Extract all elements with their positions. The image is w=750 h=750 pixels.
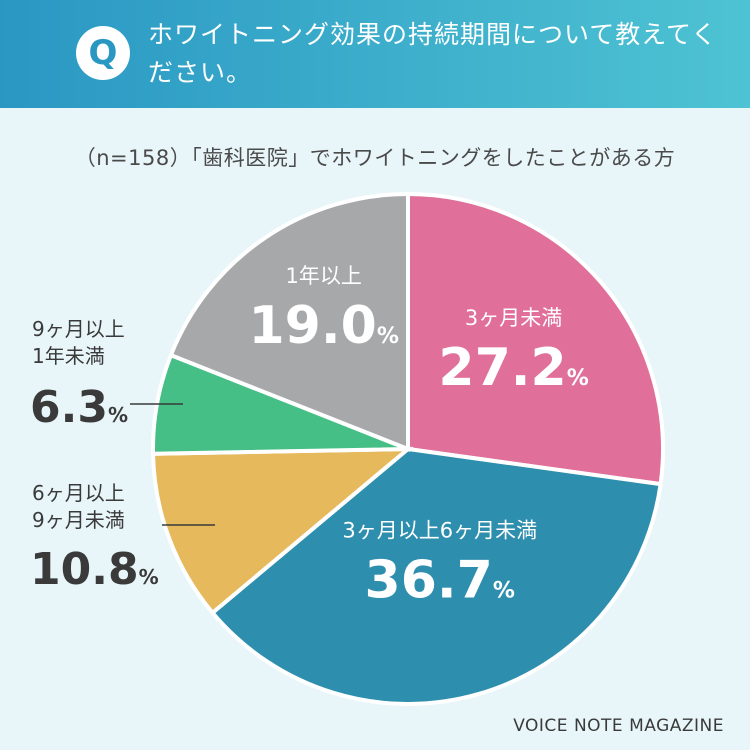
slice-label-6-9-months-l2: 9ヶ月未満 xyxy=(32,508,125,532)
slice-label-9-12-months-l1: 9ヶ月以上 xyxy=(32,317,125,341)
slice-label-9-12-months: 9ヶ月以上 1年未満 xyxy=(32,316,125,370)
slice-value-9-12-months: 6.3% xyxy=(30,382,128,433)
slice-label-3-6-months: 3ヶ月以上6ヶ月未満 xyxy=(342,519,537,543)
pie-slice-3-6-months xyxy=(209,446,663,706)
slice-label-9-12-months-l2: 1年未満 xyxy=(32,344,105,368)
slice-label-6-9-months-l1: 6ヶ月以上 xyxy=(32,481,125,505)
header-banner: Q ホワイトニング効果の持続期間について教えてください。 xyxy=(0,0,750,108)
slice-label-6-9-months: 6ヶ月以上 9ヶ月未満 xyxy=(32,480,125,534)
slice-label-lt-3-months: 3ヶ月未満 xyxy=(465,306,562,330)
pie-slice-1-year-plus xyxy=(168,191,410,452)
brand-footer: VOICE NOTE MAGAZINE xyxy=(513,716,724,736)
chart-subtitle: （n=158）「歯科医院」でホワイトニングをしたことがある方 xyxy=(74,146,676,170)
pie-slice-6-9-months xyxy=(151,446,414,616)
slice-value-3-6-months: 36.7% xyxy=(365,551,515,611)
question-text: ホワイトニング効果の持続期間について教えてください。 xyxy=(148,20,718,87)
pie-slice-lt-3-months xyxy=(406,191,665,487)
slice-value-lt-3-months: 27.2% xyxy=(438,338,588,398)
slice-value-6-9-months: 10.8% xyxy=(30,544,159,595)
slice-value-1-year-plus: 19.0% xyxy=(249,296,399,356)
slice-label-1-year-plus: 1年以上 xyxy=(286,264,362,288)
question-badge: Q xyxy=(76,26,130,80)
